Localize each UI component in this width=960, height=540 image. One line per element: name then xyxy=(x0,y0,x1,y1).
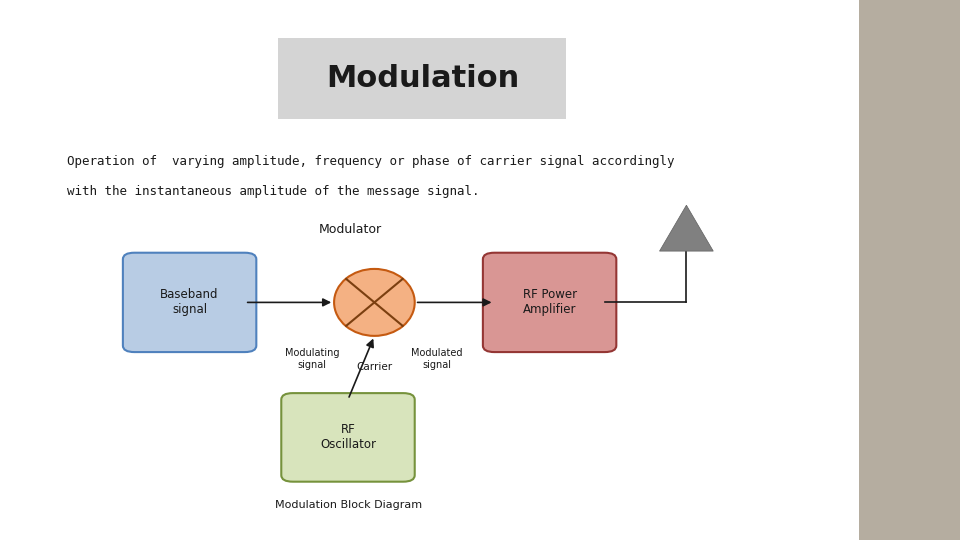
Text: RF
Oscillator: RF Oscillator xyxy=(320,423,376,451)
FancyBboxPatch shape xyxy=(281,393,415,482)
Polygon shape xyxy=(660,205,713,251)
Text: with the instantaneous amplitude of the message signal.: with the instantaneous amplitude of the … xyxy=(67,185,480,198)
FancyBboxPatch shape xyxy=(123,253,256,352)
Text: Modulator: Modulator xyxy=(319,223,382,236)
Text: Carrier: Carrier xyxy=(356,362,393,372)
FancyBboxPatch shape xyxy=(483,253,616,352)
Text: Modulating
signal: Modulating signal xyxy=(285,348,339,370)
Text: Modulated
signal: Modulated signal xyxy=(411,348,463,370)
Text: Operation of  varying amplitude, frequency or phase of carrier signal accordingl: Operation of varying amplitude, frequenc… xyxy=(67,156,675,168)
Text: Modulation Block Diagram: Modulation Block Diagram xyxy=(275,500,422,510)
Text: RF Power
Amplifier: RF Power Amplifier xyxy=(522,288,577,316)
FancyBboxPatch shape xyxy=(859,0,960,540)
Text: Modulation: Modulation xyxy=(325,64,519,93)
Ellipse shape xyxy=(334,269,415,336)
Text: Baseband
signal: Baseband signal xyxy=(160,288,219,316)
FancyBboxPatch shape xyxy=(278,38,566,119)
